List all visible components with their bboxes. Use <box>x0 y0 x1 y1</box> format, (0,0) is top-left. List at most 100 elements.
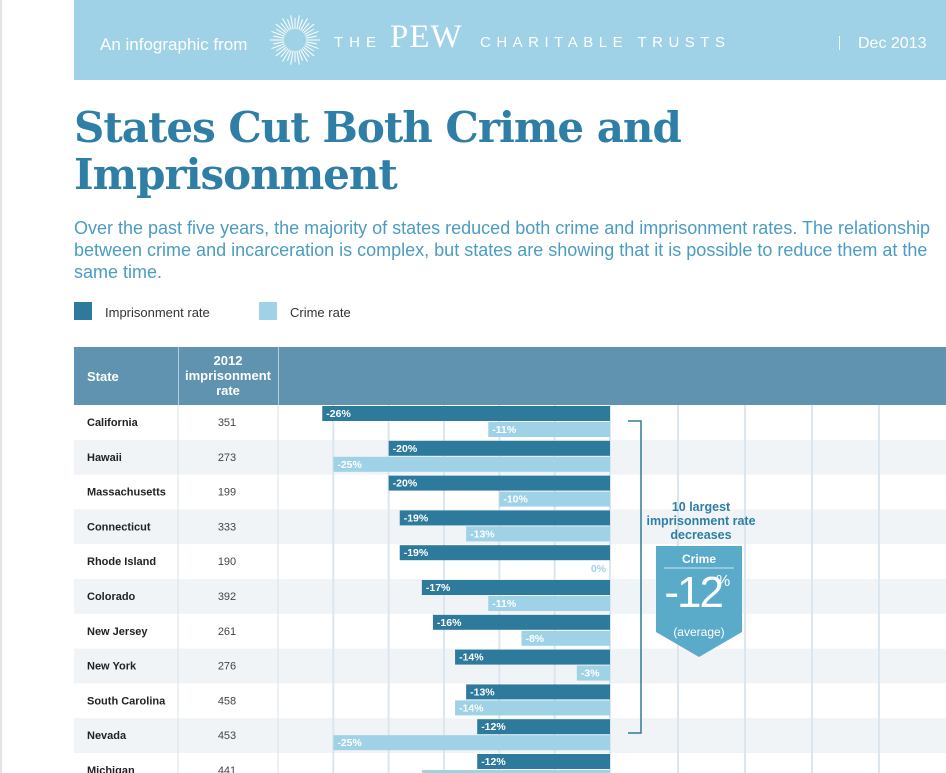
logo-ray <box>271 43 285 50</box>
imprisonment-rate-value: 392 <box>218 591 236 603</box>
logo-ray <box>304 45 315 52</box>
page-subtitle: Over the past five years, the majority o… <box>74 218 931 282</box>
crime-bar <box>333 456 610 472</box>
banner-from-text: An infographic from <box>100 35 248 54</box>
logo-ray <box>287 19 292 30</box>
crime-bar <box>421 770 610 773</box>
column-header-rate: 2012 imprisonment rate <box>185 353 271 398</box>
annotation-text: 10 largest imprisonment rate decreases <box>646 500 756 542</box>
logo-ray <box>304 28 315 35</box>
imprisonment-rate-value: 453 <box>218 730 236 742</box>
logo-ray <box>301 48 310 58</box>
logo-ray <box>290 15 294 30</box>
crime-bar-label: -25% <box>337 459 362 471</box>
crime-bar-label: -11% <box>492 424 517 436</box>
imprisonment-bar <box>477 754 610 769</box>
state-label: Colorado <box>87 591 136 603</box>
imprisonment-bar-label: -19% <box>404 547 429 559</box>
state-label: Massachusetts <box>87 487 166 499</box>
imprisonment-rate-value: 199 <box>218 487 236 499</box>
crime-bar-label: -10% <box>503 494 528 506</box>
logo-ray <box>303 23 315 34</box>
state-label: Michigan <box>87 765 135 773</box>
org-name-trusts: CHARITABLE TRUSTS <box>480 34 731 51</box>
state-label: California <box>87 417 139 429</box>
table-header: State 2012 imprisonment rate <box>74 347 946 405</box>
imprisonment-rate-value: 458 <box>218 695 236 707</box>
imprisonment-bar <box>455 649 610 665</box>
imprisonment-rate-value: 441 <box>218 765 236 773</box>
imprisonment-rate-value: 333 <box>218 521 236 533</box>
imprisonment-bar <box>421 580 610 595</box>
state-label: New York <box>87 661 137 673</box>
legend-swatch-imprisonment <box>74 302 92 320</box>
logo-ray <box>305 30 319 37</box>
logo-ray <box>305 43 319 50</box>
logo-ray <box>287 50 292 61</box>
legend-swatch-crime <box>259 302 277 320</box>
crime-bar-label: -8% <box>525 633 544 645</box>
state-label: South Carolina <box>87 695 166 707</box>
logo-ray <box>298 50 303 61</box>
imprisonment-bar-label: -19% <box>404 512 429 524</box>
imprisonment-bar-label: -12% <box>481 721 506 733</box>
logo-ray <box>273 35 285 39</box>
badge-label: Crime <box>681 552 716 566</box>
logo-ray <box>301 22 310 32</box>
imprisonment-bar <box>388 440 610 456</box>
imprisonment-rate-value: 190 <box>218 556 236 568</box>
badge-value: -12 <box>664 568 724 617</box>
imprisonment-rate-value: 273 <box>218 452 236 464</box>
imprisonment-rate-value: 261 <box>218 626 236 638</box>
page-edge-rule <box>0 0 2 773</box>
imprisonment-rate-value: 351 <box>218 417 236 429</box>
logo-ray <box>296 50 300 65</box>
crime-bar <box>333 735 610 751</box>
logo-ray <box>275 45 286 52</box>
crime-bar <box>488 422 610 437</box>
crime-bar-label: 0% <box>591 563 607 575</box>
imprisonment-bar-label: -26% <box>326 408 351 420</box>
crime-bar <box>576 665 610 681</box>
imprisonment-bar-label: -20% <box>393 443 418 455</box>
badge-unit: % <box>716 573 731 590</box>
banner-date: Dec 2013 <box>858 35 927 52</box>
crime-bar-label: -14% <box>459 702 484 714</box>
logo-ray <box>275 23 287 34</box>
annotation-bracket <box>628 420 642 734</box>
imprisonment-bar-label: -16% <box>437 617 462 629</box>
crime-bar <box>488 596 610 611</box>
imprisonment-bar <box>466 684 610 700</box>
crime-bar-label: -11% <box>492 598 517 610</box>
imprisonment-bar <box>432 614 610 630</box>
logo-ray <box>282 18 290 31</box>
logo-ray <box>300 49 308 62</box>
legend-label-imprisonment: Imprisonment rate <box>105 305 210 320</box>
crime-bar <box>455 700 610 716</box>
imprisonment-bar <box>477 719 610 735</box>
org-name-pew: PEW <box>390 19 463 55</box>
crime-bar <box>499 491 610 507</box>
logo-ray <box>296 15 300 30</box>
pew-sunburst-icon <box>270 15 320 65</box>
logo-ray <box>305 35 317 39</box>
logo-ray <box>303 46 315 57</box>
state-label: Connecticut <box>87 521 151 533</box>
page-title: States Cut Both Crime and Imprisonment <box>74 103 682 199</box>
imprisonment-bar-label: -17% <box>426 582 451 594</box>
imprisonment-bar <box>322 406 610 421</box>
logo-ray <box>275 28 286 35</box>
badge-note: (average) <box>673 625 725 639</box>
imprisonment-bar-label: -20% <box>393 478 418 490</box>
logo-ray <box>271 30 285 37</box>
crime-bar-label: -25% <box>337 737 362 749</box>
state-label: Rhode Island <box>87 556 156 568</box>
imprisonment-bar-label: -14% <box>459 652 484 664</box>
column-divider <box>278 347 279 405</box>
banner-divider <box>839 36 840 50</box>
logo-ray <box>282 49 290 62</box>
state-label: New Jersey <box>87 626 148 638</box>
logo-ray <box>280 48 289 58</box>
imprisonment-bar <box>399 545 610 561</box>
logo-ray <box>280 22 289 32</box>
